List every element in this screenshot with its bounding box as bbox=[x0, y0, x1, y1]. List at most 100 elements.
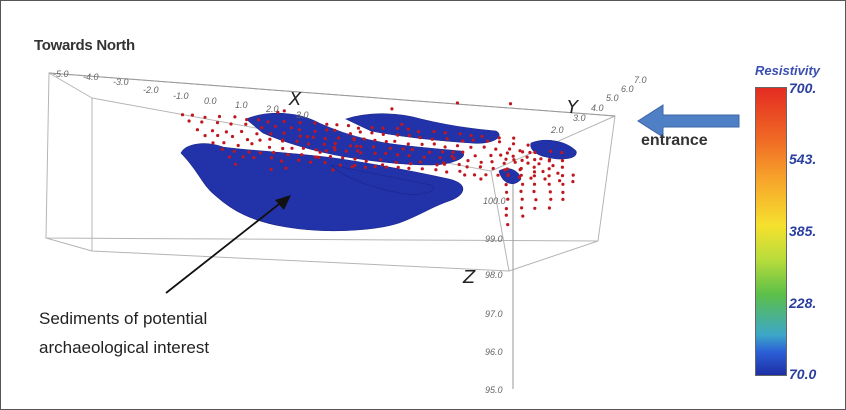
y-tick-label: 3.0 bbox=[573, 113, 586, 123]
measurement-point bbox=[373, 164, 377, 169]
measurement-point bbox=[532, 182, 537, 186]
measurement-point bbox=[548, 190, 552, 194]
y-tick-label: 6.0 bbox=[621, 84, 634, 94]
measurement-point bbox=[520, 206, 524, 210]
measurement-point bbox=[222, 141, 226, 145]
measurement-point bbox=[416, 130, 421, 134]
measurement-point bbox=[314, 148, 318, 152]
x-tick-label: -3.0 bbox=[113, 77, 129, 87]
measurement-point bbox=[257, 118, 261, 122]
upper-body-right bbox=[345, 113, 500, 144]
measurement-point bbox=[508, 147, 512, 151]
y-axis-label: Y bbox=[567, 97, 580, 118]
resistivity-colorbar bbox=[755, 87, 787, 376]
measurement-point bbox=[406, 127, 410, 131]
measurement-point bbox=[396, 165, 400, 169]
measurement-point bbox=[298, 134, 302, 138]
measurement-point bbox=[478, 165, 482, 169]
measurement-point bbox=[268, 137, 272, 141]
measurement-point bbox=[187, 119, 191, 123]
measurement-point bbox=[356, 126, 361, 130]
y-tick-label: 4.0 bbox=[591, 103, 604, 113]
measurement-point bbox=[358, 130, 362, 134]
measurement-point bbox=[410, 148, 414, 152]
measurement-point bbox=[203, 134, 207, 138]
measurement-point bbox=[229, 122, 233, 126]
x-tick-label: 3.0 bbox=[296, 110, 309, 120]
measurement-point bbox=[526, 143, 530, 147]
measurement-point bbox=[532, 165, 536, 169]
x-tick-label: -1.0 bbox=[173, 91, 189, 101]
measurement-point bbox=[373, 138, 377, 142]
measurement-point bbox=[297, 158, 301, 162]
measurement-point bbox=[504, 183, 508, 187]
measurement-point bbox=[401, 147, 405, 151]
measurement-point bbox=[466, 159, 470, 163]
measurement-point bbox=[325, 128, 329, 132]
measurement-point bbox=[407, 166, 411, 170]
measurement-point bbox=[352, 137, 356, 141]
measurement-point bbox=[307, 142, 311, 146]
measurement-point bbox=[496, 173, 500, 177]
measurement-point bbox=[533, 206, 537, 210]
sediment-body bbox=[180, 143, 464, 232]
measurement-point bbox=[469, 133, 473, 138]
small-body bbox=[498, 168, 522, 184]
measurement-point bbox=[549, 149, 553, 153]
measurement-point bbox=[571, 180, 575, 184]
z-tick-label: 100.0 bbox=[483, 196, 506, 206]
measurement-point bbox=[269, 156, 274, 160]
measurement-point bbox=[295, 139, 299, 143]
measurement-point bbox=[504, 213, 508, 217]
measurement-point bbox=[465, 165, 469, 169]
measurement-point bbox=[390, 107, 394, 111]
measurement-point bbox=[333, 141, 337, 145]
x-tick-label: -5.0 bbox=[53, 69, 69, 79]
measurement-point bbox=[269, 132, 273, 136]
measurement-point bbox=[428, 150, 432, 154]
z-tick-label: 99.0 bbox=[485, 234, 503, 244]
measurement-point bbox=[180, 113, 185, 117]
measurement-point bbox=[314, 155, 318, 159]
measurement-point bbox=[505, 167, 509, 171]
measurement-point bbox=[273, 124, 277, 128]
measurement-point bbox=[506, 197, 510, 201]
measurement-point bbox=[313, 129, 317, 133]
measurement-point bbox=[355, 144, 359, 148]
measurement-point bbox=[532, 189, 536, 194]
measurement-point bbox=[533, 158, 537, 162]
measurement-point bbox=[443, 131, 447, 135]
measurement-point bbox=[504, 157, 508, 161]
measurement-point bbox=[381, 132, 385, 136]
measurement-point bbox=[480, 134, 484, 138]
annotation-line-2: archaeological interest bbox=[39, 338, 210, 357]
measurement-point bbox=[445, 137, 449, 141]
measurement-point bbox=[258, 138, 262, 142]
annotation-arrow bbox=[165, 195, 291, 294]
measurement-point bbox=[432, 142, 436, 146]
measurement-point bbox=[333, 148, 337, 152]
measurement-point bbox=[217, 114, 222, 119]
measurement-point bbox=[486, 139, 490, 143]
measurement-point bbox=[359, 144, 363, 149]
measurement-point bbox=[348, 132, 352, 136]
measurement-point bbox=[561, 182, 565, 186]
measurement-point bbox=[450, 154, 454, 158]
x-tick-label: 0.0 bbox=[204, 96, 217, 106]
measurement-point bbox=[341, 156, 345, 160]
measurement-point bbox=[227, 155, 232, 159]
measurement-point bbox=[438, 156, 442, 160]
y-tick-label: 5.0 bbox=[606, 93, 619, 103]
measurement-point bbox=[494, 147, 498, 151]
measurement-point bbox=[380, 163, 385, 167]
colorbar-value: 228. bbox=[789, 295, 817, 311]
measurement-point bbox=[520, 197, 524, 201]
measurement-points bbox=[180, 101, 575, 227]
measurement-point bbox=[396, 153, 400, 157]
measurement-point bbox=[356, 149, 360, 153]
measurement-point bbox=[272, 150, 276, 155]
measurement-point bbox=[490, 160, 494, 164]
measurement-point bbox=[379, 158, 383, 162]
